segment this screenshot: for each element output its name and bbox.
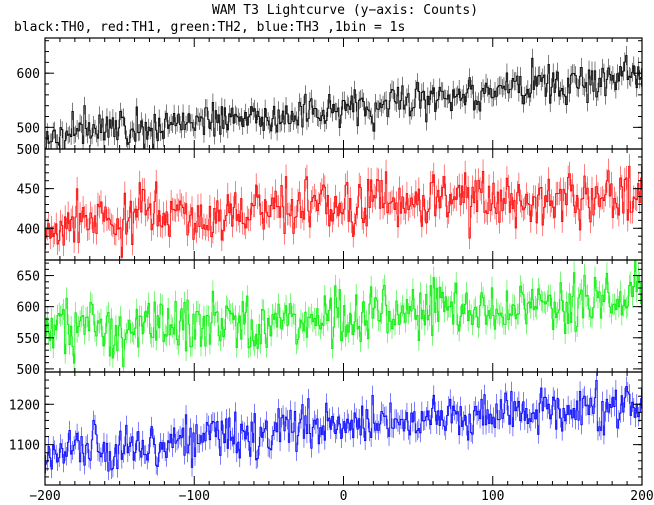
y-tick-label: 500 (17, 143, 40, 158)
chart-subtitle: black:TH0, red:TH1, green:TH2, blue:TH3 … (14, 20, 405, 35)
y-tick-label: 650 (17, 270, 40, 285)
y-tick-label: 550 (17, 332, 40, 347)
chart-title: WAM T3 Lightcurve (y−axis: Counts) (212, 3, 478, 18)
lightcurve-line-th2 (45, 260, 642, 368)
x-tick-label: 0 (340, 489, 348, 504)
series-th0 (45, 46, 642, 149)
y-tick-label: 600 (17, 67, 40, 82)
y-tick-label: 400 (17, 222, 40, 237)
y-tick-label: 500 (17, 363, 40, 378)
panels-group: 500 600 400 450 500 500 550 600 650 1100 1200 −200 −… (9, 37, 654, 504)
x-tick-label: −200 (29, 489, 60, 504)
series-th3 (45, 372, 642, 481)
series-th1 (45, 154, 642, 260)
y-tick-label: 450 (17, 183, 40, 198)
y-tick-label: 500 (17, 121, 40, 136)
series-th2 (45, 260, 642, 372)
lightcurve-line-th1 (45, 165, 642, 258)
y-tick-label: 1200 (9, 398, 40, 413)
lightcurve-line-th0 (46, 55, 642, 149)
x-tick-label: 200 (630, 489, 653, 504)
x-tick-label: 100 (481, 489, 504, 504)
lightcurve-line-th3 (45, 379, 642, 472)
x-tick-label: −100 (179, 489, 210, 504)
y-tick-label: 600 (17, 301, 40, 316)
y-tick-label: 1100 (9, 439, 40, 454)
